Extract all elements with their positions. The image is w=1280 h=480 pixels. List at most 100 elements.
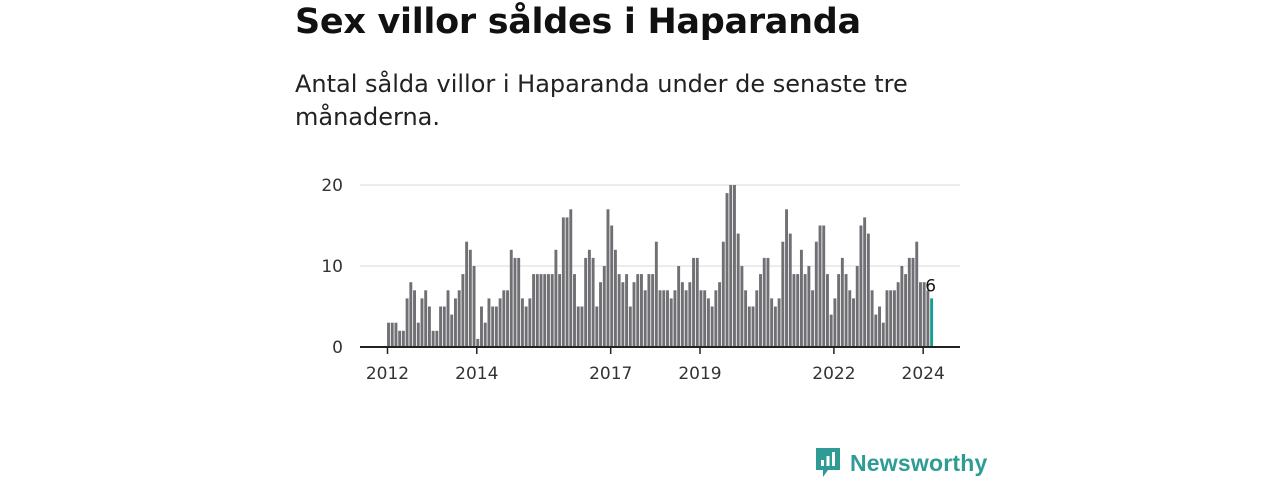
bar — [826, 274, 829, 347]
bar — [822, 225, 826, 347]
bar — [814, 241, 818, 347]
bar — [561, 217, 565, 347]
bar — [543, 274, 547, 347]
bar — [654, 241, 658, 347]
bar — [532, 274, 536, 347]
bar — [807, 266, 811, 347]
bar — [721, 241, 725, 347]
bar — [706, 298, 710, 347]
bar — [457, 290, 461, 347]
bar — [818, 225, 822, 347]
bar — [413, 290, 416, 347]
bar — [788, 233, 792, 347]
bar — [844, 274, 848, 347]
highlight-data-label: 6 — [925, 276, 936, 296]
bar — [673, 290, 677, 347]
bar — [773, 306, 777, 347]
x-tick-label: 2022 — [812, 364, 855, 384]
bar — [398, 330, 402, 347]
bar — [881, 322, 885, 347]
bar — [454, 298, 457, 347]
bar — [911, 257, 915, 347]
bar — [874, 314, 878, 347]
bar — [435, 330, 439, 347]
bar — [550, 274, 554, 347]
bar — [613, 249, 617, 347]
bar — [677, 266, 681, 347]
bar — [889, 290, 893, 347]
y-tick-label: 20 — [321, 176, 343, 196]
bar — [427, 306, 431, 347]
bar — [387, 322, 390, 347]
bar — [409, 282, 413, 347]
bar — [390, 322, 394, 347]
bar — [405, 298, 409, 347]
bar — [480, 306, 483, 347]
bar — [468, 249, 472, 347]
bar — [617, 274, 621, 347]
bar — [628, 306, 632, 347]
bar — [863, 217, 867, 347]
bar — [580, 306, 584, 347]
bar — [725, 193, 729, 347]
bar — [855, 266, 859, 347]
bar — [885, 290, 889, 347]
bar — [870, 290, 874, 347]
bar — [733, 185, 736, 347]
bar — [799, 249, 803, 347]
bar — [602, 266, 606, 347]
bar — [494, 306, 498, 347]
bar — [506, 290, 509, 347]
bar — [446, 290, 450, 347]
bar — [859, 225, 863, 347]
chart-title: Sex villor såldes i Haparanda — [295, 2, 861, 42]
bar — [792, 274, 796, 347]
bar — [669, 298, 673, 347]
bar — [900, 266, 904, 347]
bar — [599, 282, 602, 347]
bar — [420, 298, 424, 347]
bar — [606, 209, 610, 347]
bar — [502, 290, 506, 347]
bar — [476, 338, 480, 347]
bar — [759, 274, 762, 347]
bar — [547, 274, 550, 347]
bar — [736, 233, 740, 347]
bar — [848, 290, 852, 347]
bar — [892, 290, 896, 347]
bar — [465, 241, 469, 347]
bar — [811, 290, 815, 347]
bar — [740, 266, 744, 347]
bar — [461, 274, 465, 347]
bar — [766, 257, 770, 347]
bar — [587, 249, 591, 347]
bar — [636, 274, 640, 347]
bar — [907, 257, 911, 347]
bar — [662, 290, 666, 347]
bar — [762, 257, 766, 347]
bar — [584, 257, 588, 347]
bar — [472, 266, 476, 347]
bar — [394, 322, 398, 347]
bar — [450, 314, 454, 347]
bar — [491, 306, 495, 347]
bar — [424, 290, 428, 347]
bar — [770, 298, 774, 347]
bar — [680, 282, 684, 347]
bar — [632, 282, 636, 347]
bar — [573, 274, 576, 347]
bar — [610, 225, 614, 347]
bar — [747, 306, 751, 347]
x-tick-label: 2012 — [366, 364, 409, 384]
bar — [595, 306, 599, 347]
bar — [866, 233, 870, 347]
bar — [401, 330, 405, 347]
bar — [666, 290, 669, 347]
bar — [803, 274, 807, 347]
bar — [703, 290, 707, 347]
bar — [576, 306, 580, 347]
bar — [643, 290, 647, 347]
bar — [840, 257, 844, 347]
axes — [360, 346, 960, 354]
bar — [684, 290, 688, 347]
